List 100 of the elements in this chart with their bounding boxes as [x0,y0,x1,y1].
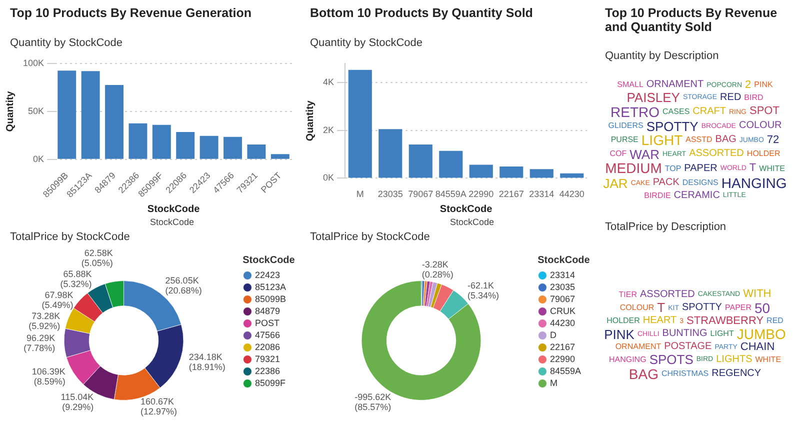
text: StockCode [450,217,494,227]
legend-label: 79321 [254,354,280,364]
data-label: 62.58K (5.05%) [81,248,113,268]
chart-title: Top 10 Products By Revenue Generation [10,6,252,20]
text: ASSTD [686,135,712,145]
text: STRAWBERRY [686,314,764,328]
x-tick-label: 22990 [468,189,494,200]
legend-label: 47566 [254,330,280,340]
text: T [749,162,756,175]
x-tick-label: 79067 [408,189,434,200]
data-label: -62.1K (5.34%) [468,280,500,301]
legend-label: M [550,378,558,388]
legend-label: CRUK [550,306,576,316]
text: PINK [754,80,773,90]
chart-title: Bottom 10 Products By Quantity Sold [310,6,534,20]
text: COLOUR [620,303,654,312]
text: SPOTS [649,352,694,368]
text: PAPER [724,303,752,312]
chart-title: TotalPrice by StockCode [310,231,430,243]
text: WITH [743,288,772,301]
text: SMALL [617,80,644,90]
legend-label: 84559A [550,366,581,376]
legend-label: 85099B [254,294,286,304]
text: WHITE [755,354,782,364]
x-tick-label: 44230 [559,189,584,200]
text: CRAFT [692,106,726,118]
text: JUMBO [736,326,786,342]
legend-label: 22423 [254,270,280,280]
text: 50 [754,300,770,316]
data-label: -995.62K (85.57%) [354,392,392,412]
chart-title: TotalPrice by StockCode [10,231,130,243]
text: HEART [642,315,677,327]
text: PACK [652,177,680,189]
text: HOLDER [606,316,640,326]
y-axis-title: Quantity [304,100,316,142]
text: StockCode [150,217,194,227]
text: COLOUR [738,120,782,132]
text: Quantity by Description [605,50,719,62]
data-label: 96.29K (7.78%) [24,332,56,353]
text: LIGHTS [716,354,752,366]
text: ASSORTED [689,148,744,160]
text: BUNTING [662,328,708,340]
legend-label: 22167 [550,342,575,352]
text: Top 10 Products By Revenue and Quantity Sold [605,6,778,34]
text: LIGHT [641,132,683,148]
legend-label: 23035 [550,282,575,292]
text: PINK [604,326,634,342]
text: ASSORTED [640,288,695,300]
text: RED [766,316,784,326]
data-label: 234.18K (18.91%) [188,352,226,372]
text: LIGHT [710,329,734,339]
text: CASES [662,106,690,116]
text: JAR [603,176,628,191]
text: GLIDERS [608,121,644,131]
text: MEDIUM [605,160,662,176]
data-label: 65.88K (5.32%) [60,269,92,290]
x-axis-title: StockCode [440,204,493,215]
text: HANGING [721,175,787,192]
y-tick-label: 100K [22,58,44,68]
x-tick-label: 84559A [435,189,466,200]
text: WHITE [759,164,785,174]
text: 2 [745,78,752,92]
text: BIRDIE [644,190,671,200]
y-tick-label: 4K [322,77,334,88]
text: TOP [664,164,682,174]
text: HANGING [608,354,646,364]
data-label: -3.28K (0.28%) [422,260,454,280]
x-tick-label: 22167 [498,189,524,200]
legend-label: 22086 [254,342,280,352]
text: CHRISTMAS [662,369,709,379]
x-axis-title: StockCode [147,204,200,215]
legend-label: 22990 [550,354,575,364]
legend-label: 23314 [550,270,575,280]
text: COF [610,149,627,159]
y-tick-label: 2K [322,124,334,135]
legend-label: 85123A [254,282,286,292]
text: RETRO [610,104,660,120]
y-tick-label: 0K [322,172,334,183]
legend-title: StockCode [242,254,296,266]
data-label: 256.05K (20.68%) [165,275,202,296]
legend-label: 79067 [550,294,575,304]
x-tick-label: 23314 [529,189,554,200]
legend-label: 44230 [550,318,575,328]
text: TotalPrice by Description [605,221,726,233]
legend-label: D [550,330,557,340]
text: PAPER [684,162,718,174]
text: SPOTTY [682,302,722,314]
text: T [657,300,666,316]
text: SPOT [750,105,780,118]
x-tick-label: M [356,189,364,200]
data-label: 115.04K (9.29%) [60,392,94,412]
text: WAR [630,146,660,162]
data-label: 67.98K (5.49%) [42,290,74,310]
text: PAISLEY [626,90,680,106]
legend-label: 85099F [254,378,286,388]
text: CHAIN [740,340,775,354]
data-label: 160.67K (12.97%) [140,396,178,417]
data-label: 73.28K (5.92%) [28,311,60,332]
text: BAG [715,134,736,146]
text: REGENCY [712,368,762,380]
